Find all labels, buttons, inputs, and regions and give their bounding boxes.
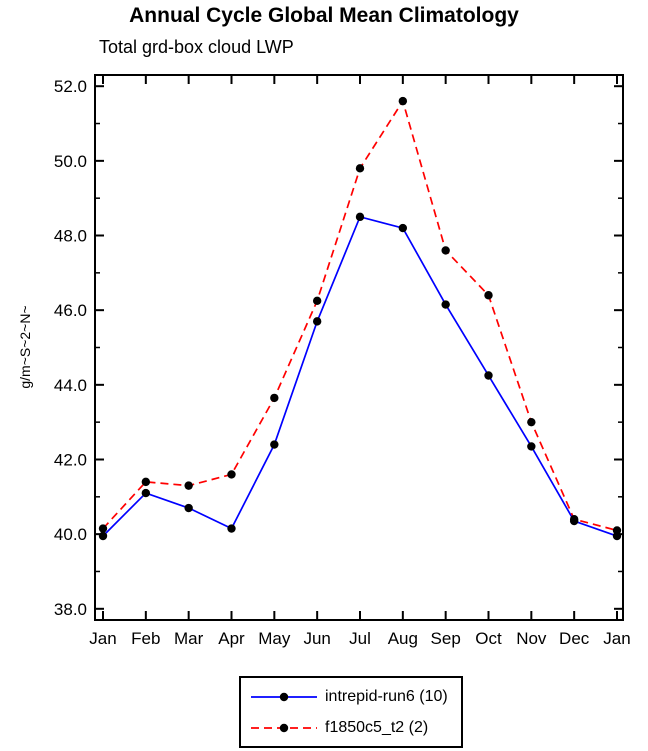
legend-sample-0 [251, 692, 317, 701]
data-point-marker [98, 524, 108, 533]
y-tick-label: 44.0 [54, 376, 87, 395]
legend-entry-0: intrepid-run6 (10) [241, 681, 461, 712]
data-point-marker [312, 317, 322, 326]
y-axis-title: g/m~S~2~N~ [17, 305, 33, 388]
data-point-marker [441, 246, 450, 255]
y-tick-label: 48.0 [54, 226, 87, 245]
y-tick-label: 38.0 [54, 600, 87, 619]
x-tick-label: Nov [516, 629, 547, 648]
plot-frame [94, 74, 624, 621]
data-point-marker [527, 442, 536, 451]
legend-entry-1: f1850c5_t2 (2) [241, 712, 461, 743]
data-point-marker [355, 164, 365, 173]
data-point-marker [398, 96, 408, 106]
chart-title: Annual Cycle Global Mean Climatology [129, 4, 519, 27]
x-tick-label: Feb [131, 629, 160, 648]
data-point-marker [398, 223, 408, 233]
y-tick-label: 52.0 [54, 77, 87, 96]
x-tick-label: Jul [349, 629, 371, 648]
data-point-marker [227, 524, 236, 533]
data-point-marker [484, 291, 493, 300]
data-point-marker [612, 526, 622, 535]
data-point-marker [484, 371, 493, 380]
chart-subtitle: Total grd-box cloud LWP [99, 37, 294, 57]
legend-marker-sample [279, 692, 289, 701]
y-tick-label: 50.0 [54, 152, 87, 171]
legend-label: intrepid-run6 (10) [325, 687, 448, 705]
data-point-marker [184, 481, 193, 490]
legend-sample-1 [251, 723, 317, 732]
x-tick-label: Sep [431, 629, 461, 648]
y-tick-label: 42.0 [54, 450, 87, 469]
x-tick-label: Apr [218, 629, 245, 648]
data-point-marker [270, 440, 279, 449]
series-line-0 [102, 215, 618, 537]
data-point-marker [141, 477, 151, 487]
x-tick-label: Mar [174, 629, 204, 648]
data-point-marker [98, 531, 108, 541]
data-point-marker [441, 300, 450, 309]
x-tick-label: Dec [559, 629, 590, 648]
x-tick-label: May [258, 629, 291, 648]
x-tick-label: Jan [89, 629, 116, 648]
data-point-marker [355, 212, 365, 222]
legend-label: f1850c5_t2 (2) [325, 718, 429, 736]
data-point-marker [312, 296, 322, 306]
data-point-marker [270, 393, 279, 403]
data-point-marker [227, 470, 236, 479]
y-tick-label: 46.0 [54, 301, 87, 320]
x-tick-label: Jun [303, 629, 330, 648]
y-tick-label: 40.0 [54, 525, 87, 544]
data-point-marker [527, 417, 536, 427]
chart-legend: intrepid-run6 (10) f1850c5_t2 (2) [239, 676, 463, 748]
x-tick-label: Jan [603, 629, 630, 648]
data-point-marker [184, 503, 193, 513]
data-point-marker [569, 515, 579, 524]
data-point-marker [141, 488, 151, 498]
legend-marker-sample [279, 723, 289, 732]
x-tick-label: Aug [388, 629, 418, 648]
x-tick-label: Oct [475, 629, 502, 648]
